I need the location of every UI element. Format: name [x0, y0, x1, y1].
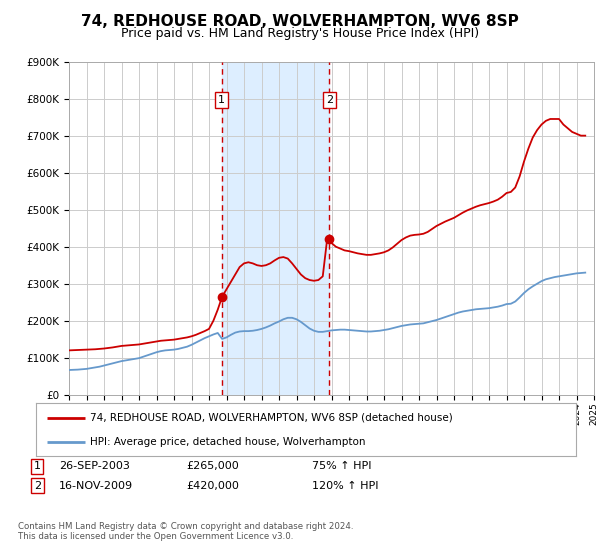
Text: HPI: Average price, detached house, Wolverhampton: HPI: Average price, detached house, Wolv…	[90, 437, 365, 447]
Text: 120% ↑ HPI: 120% ↑ HPI	[312, 480, 379, 491]
Text: 2: 2	[34, 480, 41, 491]
Text: 1: 1	[34, 461, 41, 472]
Text: Price paid vs. HM Land Registry's House Price Index (HPI): Price paid vs. HM Land Registry's House …	[121, 27, 479, 40]
Text: 26-SEP-2003: 26-SEP-2003	[59, 461, 130, 472]
Text: 74, REDHOUSE ROAD, WOLVERHAMPTON, WV6 8SP: 74, REDHOUSE ROAD, WOLVERHAMPTON, WV6 8S…	[81, 14, 519, 29]
Text: 74, REDHOUSE ROAD, WOLVERHAMPTON, WV6 8SP (detached house): 74, REDHOUSE ROAD, WOLVERHAMPTON, WV6 8S…	[90, 413, 453, 423]
Text: 1: 1	[218, 95, 225, 105]
Text: 2: 2	[326, 95, 333, 105]
Text: £420,000: £420,000	[186, 480, 239, 491]
Text: £265,000: £265,000	[186, 461, 239, 472]
Bar	[222, 62, 329, 395]
Text: Contains HM Land Registry data © Crown copyright and database right 2024.
This d: Contains HM Land Registry data © Crown c…	[18, 522, 353, 542]
Text: 16-NOV-2009: 16-NOV-2009	[59, 480, 133, 491]
Text: 75% ↑ HPI: 75% ↑ HPI	[312, 461, 371, 472]
